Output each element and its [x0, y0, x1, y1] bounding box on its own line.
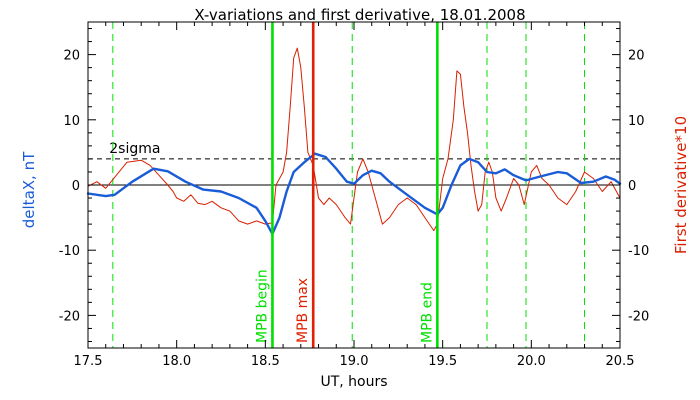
y-tick-label-right-3: 10	[628, 114, 645, 129]
y-tick-label-left-3: 10	[63, 114, 80, 129]
x-tick-label-2: 18.5	[251, 354, 280, 369]
y-tick-label-right-1: -10	[628, 244, 649, 259]
chart-title: X-variations and first derivative, 18.01…	[194, 6, 525, 24]
x-tick-label-5: 20.0	[517, 354, 546, 369]
y-tick-label-right-2: 0	[628, 179, 636, 194]
y-tick-label-left-1: -10	[59, 244, 80, 259]
marker-label-2: MPB end	[419, 282, 435, 343]
marker-label-0: MPB begin	[254, 269, 270, 343]
plot-frame	[87, 21, 621, 349]
x-tick-label-1: 18.0	[162, 354, 191, 369]
y-tick-label-right-0: -20	[628, 309, 649, 324]
y-tick-label-left-0: -20	[59, 309, 80, 324]
y-axis-label-left: deltaX, nT	[20, 151, 38, 228]
x-tick-label-0: 17.5	[74, 354, 103, 369]
x-tick-label-6: 20.5	[606, 354, 635, 369]
x-tick-label-4: 19.5	[428, 354, 457, 369]
x-axis-label: UT, hours	[320, 374, 387, 390]
threshold-label: 2sigma	[109, 141, 160, 157]
y-tick-label-left-2: 0	[72, 179, 80, 194]
y-tick-label-right-4: 20	[628, 49, 645, 64]
series-line-deltax	[86, 152, 622, 236]
marker-label-1: MPB max	[295, 278, 311, 343]
y-axis-label-right: First derivative*10	[672, 116, 690, 254]
y-tick-label-left-4: 20	[63, 49, 80, 64]
x-tick-label-3: 19.0	[340, 354, 369, 369]
